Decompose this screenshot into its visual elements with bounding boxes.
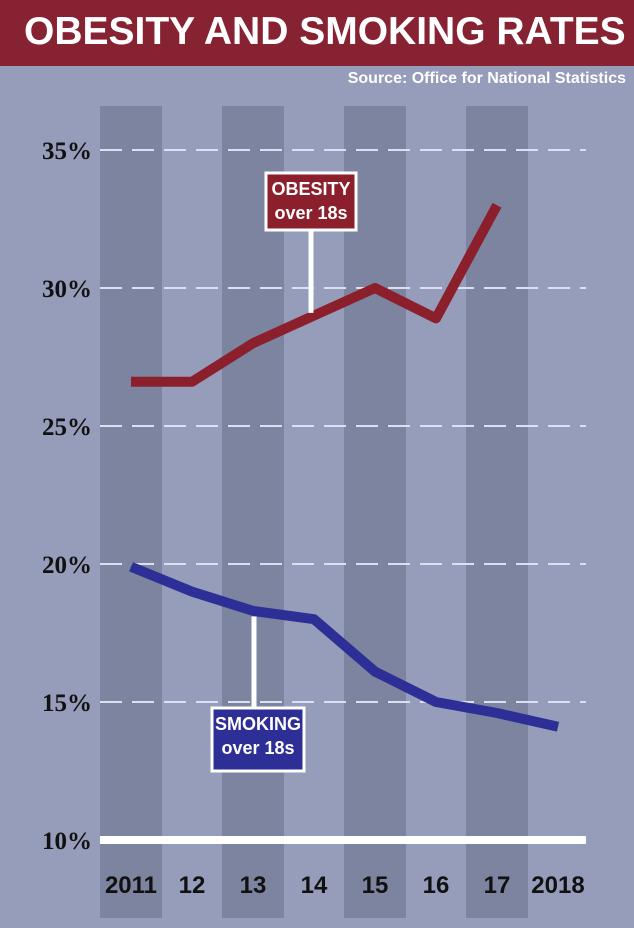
smoking-label: SMOKING over 18s: [210, 616, 306, 773]
obesity-label: OBESITY over 18s: [264, 171, 358, 313]
smoking-label-text: over 18s: [221, 738, 294, 758]
obesity-label-text: over 18s: [274, 203, 347, 223]
column-band-15: [344, 106, 406, 918]
x-tick-label: 15: [362, 872, 389, 899]
column-band-2011: [100, 106, 162, 918]
y-tick-label: 30%: [42, 276, 92, 303]
x-axis-ticks: 2011 12 13 14 15 16 17 2018: [105, 872, 585, 899]
title-bar: OBESITY AND SMOKING RATES: [0, 0, 634, 66]
series-lines: [129, 202, 560, 732]
y-tick-label: 10%: [42, 828, 92, 855]
column-band-13: [222, 106, 284, 918]
y-tick-label: 25%: [42, 414, 92, 441]
y-tick-label: 15%: [42, 690, 92, 717]
obesity-label-box: [264, 171, 358, 232]
series-line-obesity: [131, 202, 502, 387]
y-tick-label: 20%: [42, 552, 92, 579]
column-bands: [100, 106, 528, 918]
x-tick-label: 13: [240, 872, 267, 899]
obesity-label-text: OBESITY: [271, 179, 350, 199]
smoking-label-box: [210, 706, 306, 773]
x-tick-label: 2011: [105, 872, 157, 899]
x-tick-label: 16: [423, 872, 450, 899]
gridlines: [100, 149, 586, 844]
column-band-17: [466, 106, 528, 918]
x-tick-label: 14: [301, 872, 328, 899]
x-tick-label: 12: [179, 872, 206, 899]
x-tick-label: 2018: [531, 872, 584, 899]
smoking-label-text: SMOKING: [215, 714, 301, 734]
chart-title: OBESITY AND SMOKING RATES: [24, 10, 626, 53]
series-line-smoking: [129, 562, 560, 732]
y-tick-label: 35%: [42, 138, 92, 165]
x-tick-label: 17: [484, 872, 511, 899]
y-axis-ticks: 35% 30% 25% 20% 15% 10%: [42, 138, 92, 855]
source-note: Source: Office for National Statistics: [347, 70, 626, 87]
series-labels: OBESITY over 18s SMOKING over 18s: [210, 171, 358, 773]
